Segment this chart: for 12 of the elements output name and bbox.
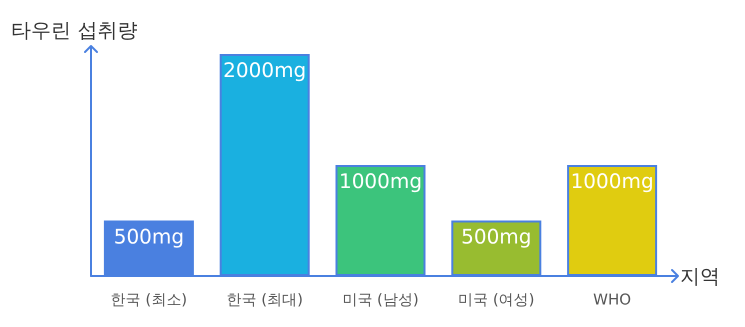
x-tick-label: WHO: [593, 290, 632, 308]
data-label: 500mg: [114, 224, 184, 248]
x-tick-label: 미국 (남성): [342, 290, 419, 308]
x-tick-label: 한국 (최소): [110, 290, 188, 308]
data-label: 1000mg: [570, 169, 654, 193]
x-tick-label: 한국 (최대): [226, 290, 303, 308]
data-label: 500mg: [461, 224, 532, 248]
x-axis-title: 지역: [680, 264, 720, 288]
data-label: 2000mg: [223, 58, 306, 82]
x-tick-label: 미국 (여성): [458, 290, 535, 308]
data-label: 1000mg: [338, 169, 422, 193]
y-axis-title: 타우린 섭취량: [11, 18, 138, 42]
